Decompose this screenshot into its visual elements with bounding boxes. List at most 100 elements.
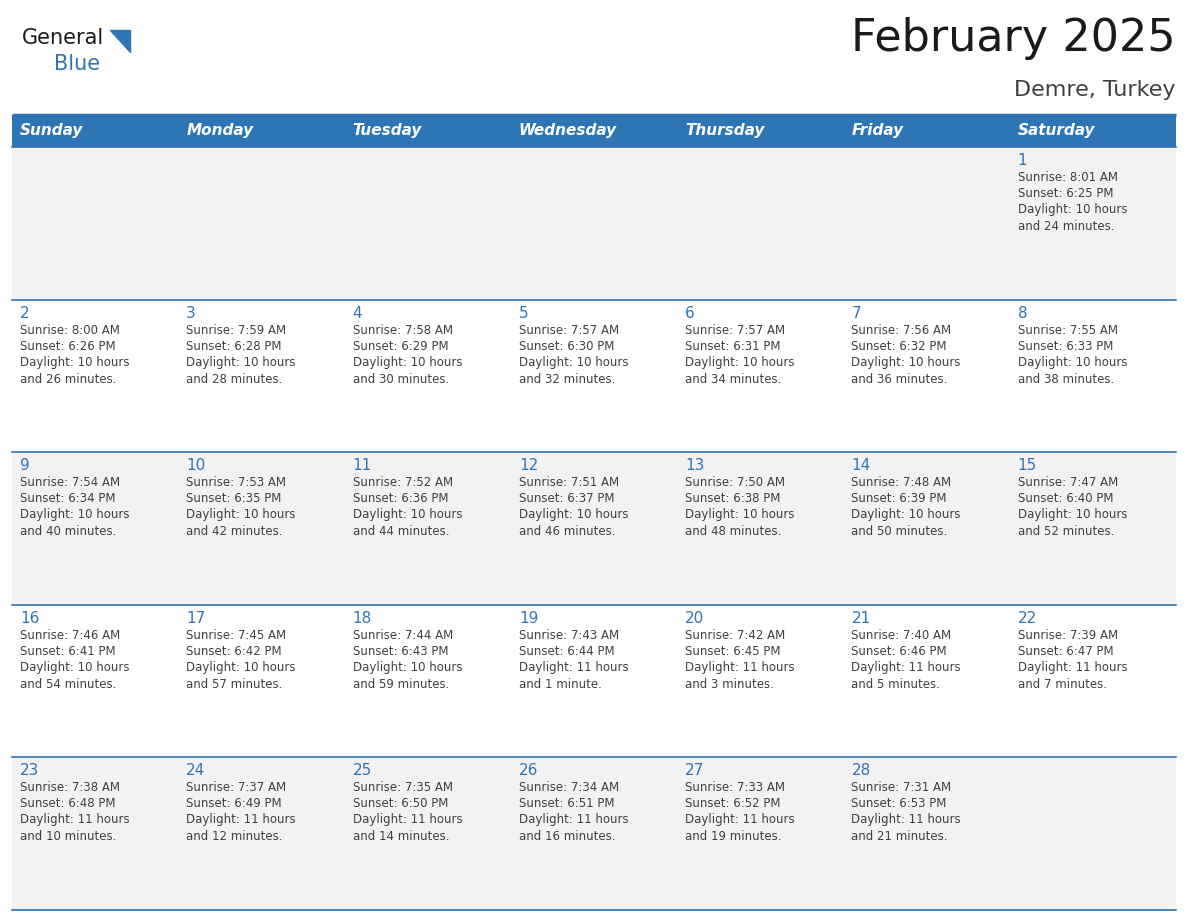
- Text: 21: 21: [852, 610, 871, 626]
- Text: 19: 19: [519, 610, 538, 626]
- Text: 6: 6: [685, 306, 695, 320]
- Bar: [12, 299, 1176, 453]
- Text: Daylight: 11 hours
and 21 minutes.: Daylight: 11 hours and 21 minutes.: [852, 813, 961, 844]
- Text: Sunrise: 7:31 AM: Sunrise: 7:31 AM: [852, 781, 952, 794]
- Text: Sunrise: 7:43 AM: Sunrise: 7:43 AM: [519, 629, 619, 642]
- Text: Sunset: 6:40 PM: Sunset: 6:40 PM: [1018, 492, 1113, 505]
- Text: 13: 13: [685, 458, 704, 473]
- Text: Sunrise: 7:45 AM: Sunrise: 7:45 AM: [187, 629, 286, 642]
- Text: Sunset: 6:43 PM: Sunset: 6:43 PM: [353, 644, 448, 658]
- Text: Sunset: 6:41 PM: Sunset: 6:41 PM: [20, 644, 115, 658]
- Text: Daylight: 10 hours
and 59 minutes.: Daylight: 10 hours and 59 minutes.: [353, 661, 462, 691]
- Text: Sunset: 6:47 PM: Sunset: 6:47 PM: [1018, 644, 1113, 658]
- Text: Daylight: 11 hours
and 1 minute.: Daylight: 11 hours and 1 minute.: [519, 661, 628, 691]
- Text: Sunrise: 7:40 AM: Sunrise: 7:40 AM: [852, 629, 952, 642]
- Text: Daylight: 11 hours
and 10 minutes.: Daylight: 11 hours and 10 minutes.: [20, 813, 129, 844]
- Text: 20: 20: [685, 610, 704, 626]
- Text: Daylight: 10 hours
and 38 minutes.: Daylight: 10 hours and 38 minutes.: [1018, 355, 1127, 386]
- Text: Sunrise: 7:37 AM: Sunrise: 7:37 AM: [187, 781, 286, 794]
- Text: Sunset: 6:32 PM: Sunset: 6:32 PM: [852, 340, 947, 353]
- Text: Daylight: 11 hours
and 19 minutes.: Daylight: 11 hours and 19 minutes.: [685, 813, 795, 844]
- Text: Daylight: 10 hours
and 34 minutes.: Daylight: 10 hours and 34 minutes.: [685, 355, 795, 386]
- Text: Sunset: 6:49 PM: Sunset: 6:49 PM: [187, 798, 282, 811]
- Text: Sunrise: 7:56 AM: Sunrise: 7:56 AM: [852, 324, 952, 337]
- Text: Sunrise: 7:47 AM: Sunrise: 7:47 AM: [1018, 476, 1118, 489]
- Text: Daylight: 11 hours
and 7 minutes.: Daylight: 11 hours and 7 minutes.: [1018, 661, 1127, 691]
- Text: Sunrise: 7:44 AM: Sunrise: 7:44 AM: [353, 629, 453, 642]
- Text: 24: 24: [187, 764, 206, 778]
- Text: Sunset: 6:31 PM: Sunset: 6:31 PM: [685, 340, 781, 353]
- Text: Daylight: 10 hours
and 50 minutes.: Daylight: 10 hours and 50 minutes.: [852, 509, 961, 538]
- Text: Sunset: 6:37 PM: Sunset: 6:37 PM: [519, 492, 614, 505]
- Text: Daylight: 10 hours
and 44 minutes.: Daylight: 10 hours and 44 minutes.: [353, 509, 462, 538]
- Text: 16: 16: [20, 610, 39, 626]
- Text: 7: 7: [852, 306, 861, 320]
- Text: Sunset: 6:53 PM: Sunset: 6:53 PM: [852, 798, 947, 811]
- Text: Monday: Monday: [187, 124, 253, 139]
- Text: Demre, Turkey: Demre, Turkey: [1015, 80, 1176, 100]
- Text: 18: 18: [353, 610, 372, 626]
- Text: Daylight: 10 hours
and 46 minutes.: Daylight: 10 hours and 46 minutes.: [519, 509, 628, 538]
- Bar: [12, 147, 1176, 299]
- Text: Sunset: 6:26 PM: Sunset: 6:26 PM: [20, 340, 115, 353]
- Text: Daylight: 11 hours
and 5 minutes.: Daylight: 11 hours and 5 minutes.: [852, 661, 961, 691]
- Text: Daylight: 10 hours
and 52 minutes.: Daylight: 10 hours and 52 minutes.: [1018, 509, 1127, 538]
- Text: Daylight: 10 hours
and 48 minutes.: Daylight: 10 hours and 48 minutes.: [685, 509, 795, 538]
- Text: 22: 22: [1018, 610, 1037, 626]
- Text: Sunrise: 7:58 AM: Sunrise: 7:58 AM: [353, 324, 453, 337]
- Text: Sunrise: 7:51 AM: Sunrise: 7:51 AM: [519, 476, 619, 489]
- Text: Sunset: 6:36 PM: Sunset: 6:36 PM: [353, 492, 448, 505]
- Text: 10: 10: [187, 458, 206, 473]
- Text: Sunset: 6:38 PM: Sunset: 6:38 PM: [685, 492, 781, 505]
- Text: 12: 12: [519, 458, 538, 473]
- Text: Daylight: 10 hours
and 57 minutes.: Daylight: 10 hours and 57 minutes.: [187, 661, 296, 691]
- Text: 8: 8: [1018, 306, 1028, 320]
- Text: Sunset: 6:29 PM: Sunset: 6:29 PM: [353, 340, 448, 353]
- Text: Sunrise: 8:01 AM: Sunrise: 8:01 AM: [1018, 171, 1118, 184]
- Text: Sunset: 6:45 PM: Sunset: 6:45 PM: [685, 644, 781, 658]
- Text: Sunset: 6:33 PM: Sunset: 6:33 PM: [1018, 340, 1113, 353]
- Text: 26: 26: [519, 764, 538, 778]
- Text: Daylight: 11 hours
and 12 minutes.: Daylight: 11 hours and 12 minutes.: [187, 813, 296, 844]
- Text: Sunrise: 7:54 AM: Sunrise: 7:54 AM: [20, 476, 120, 489]
- Text: Sunrise: 7:46 AM: Sunrise: 7:46 AM: [20, 629, 120, 642]
- Text: Tuesday: Tuesday: [353, 124, 422, 139]
- Text: Sunset: 6:44 PM: Sunset: 6:44 PM: [519, 644, 614, 658]
- Text: Sunset: 6:39 PM: Sunset: 6:39 PM: [852, 492, 947, 505]
- Bar: [12, 605, 1176, 757]
- Text: 11: 11: [353, 458, 372, 473]
- Text: 9: 9: [20, 458, 30, 473]
- Text: Daylight: 11 hours
and 14 minutes.: Daylight: 11 hours and 14 minutes.: [353, 813, 462, 844]
- Text: Sunset: 6:30 PM: Sunset: 6:30 PM: [519, 340, 614, 353]
- Text: Daylight: 10 hours
and 36 minutes.: Daylight: 10 hours and 36 minutes.: [852, 355, 961, 386]
- Text: Sunrise: 8:00 AM: Sunrise: 8:00 AM: [20, 324, 120, 337]
- Polygon shape: [110, 30, 129, 52]
- Text: Daylight: 10 hours
and 32 minutes.: Daylight: 10 hours and 32 minutes.: [519, 355, 628, 386]
- Text: February 2025: February 2025: [852, 17, 1176, 60]
- Text: Sunset: 6:52 PM: Sunset: 6:52 PM: [685, 798, 781, 811]
- Text: Sunset: 6:50 PM: Sunset: 6:50 PM: [353, 798, 448, 811]
- Text: Sunset: 6:48 PM: Sunset: 6:48 PM: [20, 798, 115, 811]
- Text: 3: 3: [187, 306, 196, 320]
- Text: Sunrise: 7:55 AM: Sunrise: 7:55 AM: [1018, 324, 1118, 337]
- Text: Daylight: 11 hours
and 16 minutes.: Daylight: 11 hours and 16 minutes.: [519, 813, 628, 844]
- Text: Sunday: Sunday: [20, 124, 83, 139]
- Text: 2: 2: [20, 306, 30, 320]
- Text: Sunset: 6:25 PM: Sunset: 6:25 PM: [1018, 187, 1113, 200]
- Text: Sunset: 6:35 PM: Sunset: 6:35 PM: [187, 492, 282, 505]
- Text: Sunset: 6:51 PM: Sunset: 6:51 PM: [519, 798, 614, 811]
- Text: Sunrise: 7:34 AM: Sunrise: 7:34 AM: [519, 781, 619, 794]
- Text: Sunrise: 7:42 AM: Sunrise: 7:42 AM: [685, 629, 785, 642]
- Text: Daylight: 10 hours
and 24 minutes.: Daylight: 10 hours and 24 minutes.: [1018, 203, 1127, 233]
- Text: Friday: Friday: [852, 124, 904, 139]
- Text: Sunrise: 7:57 AM: Sunrise: 7:57 AM: [685, 324, 785, 337]
- Text: 23: 23: [20, 764, 39, 778]
- Text: Sunset: 6:28 PM: Sunset: 6:28 PM: [187, 340, 282, 353]
- Text: Sunrise: 7:59 AM: Sunrise: 7:59 AM: [187, 324, 286, 337]
- Text: Saturday: Saturday: [1018, 124, 1095, 139]
- Text: 14: 14: [852, 458, 871, 473]
- Text: Blue: Blue: [53, 54, 100, 74]
- Text: Wednesday: Wednesday: [519, 124, 617, 139]
- Text: Daylight: 10 hours
and 30 minutes.: Daylight: 10 hours and 30 minutes.: [353, 355, 462, 386]
- Text: 28: 28: [852, 764, 871, 778]
